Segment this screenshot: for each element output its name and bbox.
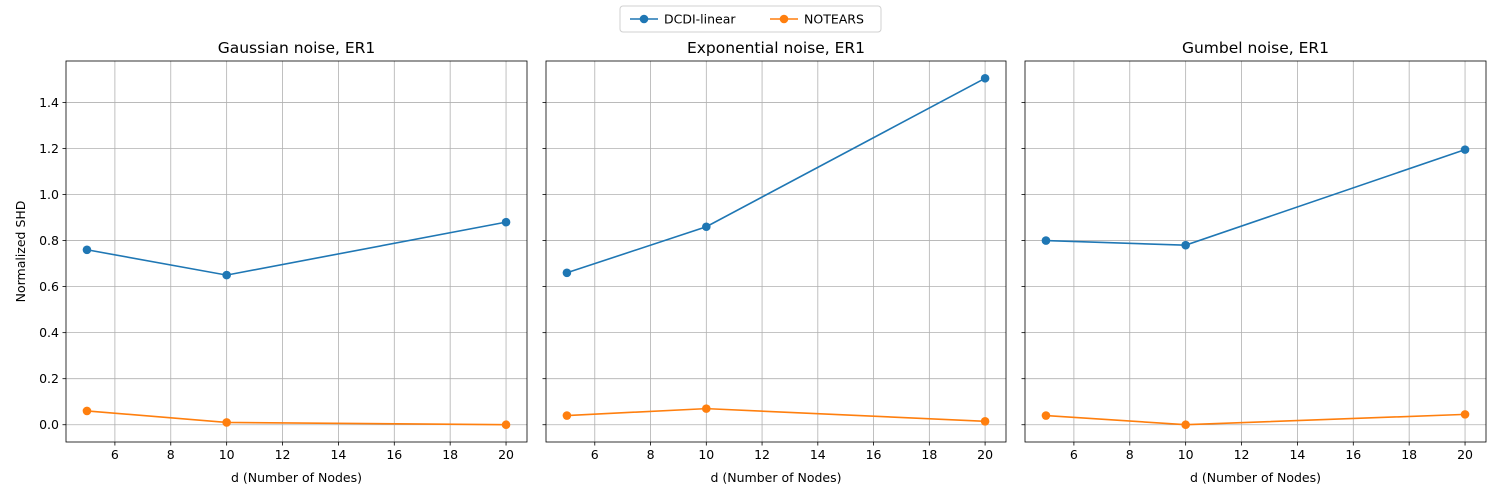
y-tick-label: 1.4 [39, 95, 59, 110]
data-point [562, 268, 572, 278]
x-tick-label: 16 [386, 447, 402, 462]
y-tick-label: 0.4 [39, 325, 59, 340]
x-tick-label: 14 [330, 447, 346, 462]
x-tick-label: 8 [647, 447, 655, 462]
x-tick-label: 14 [1289, 447, 1305, 462]
x-tick-label: 6 [1070, 447, 1078, 462]
data-point [501, 217, 511, 227]
x-tick-label: 6 [111, 447, 119, 462]
x-tick-label: 20 [498, 447, 514, 462]
data-point [1041, 236, 1051, 245]
data-point [1181, 420, 1190, 430]
x-axis-label: d (Number of Nodes) [1190, 470, 1321, 485]
axes-frame [545, 60, 1007, 443]
x-tick-label: 8 [167, 447, 175, 462]
x-tick-label: 20 [1457, 447, 1473, 462]
data-point [1041, 411, 1051, 420]
data-point [562, 411, 572, 420]
x-tick-label: 18 [442, 447, 458, 462]
data-point [82, 406, 92, 416]
series-line-dcdi-linear [566, 77, 986, 274]
legend-label: DCDI-linear [664, 12, 736, 27]
y-tick-label: 1.2 [39, 141, 59, 156]
x-axis-label: d (Number of Nodes) [710, 470, 841, 485]
x-tick-label: 10 [698, 447, 714, 462]
series-line-dcdi-linear [86, 221, 507, 276]
y-axis-label: Normalized SHD [13, 201, 28, 303]
data-point [82, 245, 92, 255]
chart-title: Exponential noise, ER1 [687, 39, 865, 57]
data-point [1460, 410, 1470, 419]
chart-title: Gumbel noise, ER1 [1182, 39, 1329, 57]
x-tick-label: 16 [866, 447, 882, 462]
legend: DCDI-linear NOTEARS [619, 5, 882, 33]
chart-title: Gaussian noise, ER1 [218, 39, 376, 57]
chart-panel: 6 8 10 12 14 16 18 20 0.0 0.2 0.4 0.6 0.8 1.0 1.2 1.4 Ga… [13, 39, 528, 485]
x-tick-label: 18 [921, 447, 937, 462]
data-point [222, 270, 231, 280]
legend-marker [639, 14, 649, 24]
axes-frame [1024, 60, 1487, 443]
panels: 6 8 10 12 14 16 18 20 0.0 0.2 0.4 0.6 0.8 1.0 1.2 1.4 Ga… [13, 39, 1487, 485]
x-tick-label: 12 [1234, 447, 1250, 462]
x-tick-label: 6 [591, 447, 599, 462]
x-tick-label: 20 [977, 447, 993, 462]
chart-panel: 6 8 10 12 14 16 18 20 Gumbel noise, ER1 d (Number… [1021, 39, 1487, 485]
series-line-notears [566, 407, 986, 423]
data-point [702, 222, 711, 232]
data-point [501, 420, 511, 430]
x-tick-label: 16 [1345, 447, 1361, 462]
y-tick-label: 0.8 [39, 233, 59, 248]
data-point [980, 416, 990, 426]
axes-frame [65, 60, 528, 443]
y-tick-label: 0.0 [39, 417, 59, 432]
legend-box [619, 5, 882, 33]
x-tick-label: 12 [754, 447, 770, 462]
x-tick-label: 10 [1178, 447, 1194, 462]
x-tick-label: 18 [1401, 447, 1417, 462]
data-point [1460, 145, 1470, 154]
y-tick-label: 0.6 [39, 279, 59, 294]
chart-panel: 6 8 10 12 14 16 18 20 Exponential noise, ER1 d (N… [542, 39, 1007, 485]
data-point [980, 73, 990, 83]
series-line-notears [1045, 413, 1466, 426]
data-point [702, 404, 711, 413]
y-tick-label: 1.0 [39, 187, 59, 202]
series-line-dcdi-linear [1045, 148, 1466, 246]
legend-label: NOTEARS [804, 12, 864, 27]
data-point [1181, 240, 1190, 250]
data-point [222, 418, 231, 427]
legend-marker [779, 14, 789, 24]
x-axis-label: d (Number of Nodes) [231, 470, 362, 485]
x-tick-label: 8 [1126, 447, 1134, 462]
x-tick-label: 14 [810, 447, 826, 462]
y-tick-label: 0.2 [39, 371, 59, 386]
x-tick-label: 10 [219, 447, 235, 462]
series-line-notears [86, 410, 507, 426]
x-tick-label: 12 [275, 447, 291, 462]
